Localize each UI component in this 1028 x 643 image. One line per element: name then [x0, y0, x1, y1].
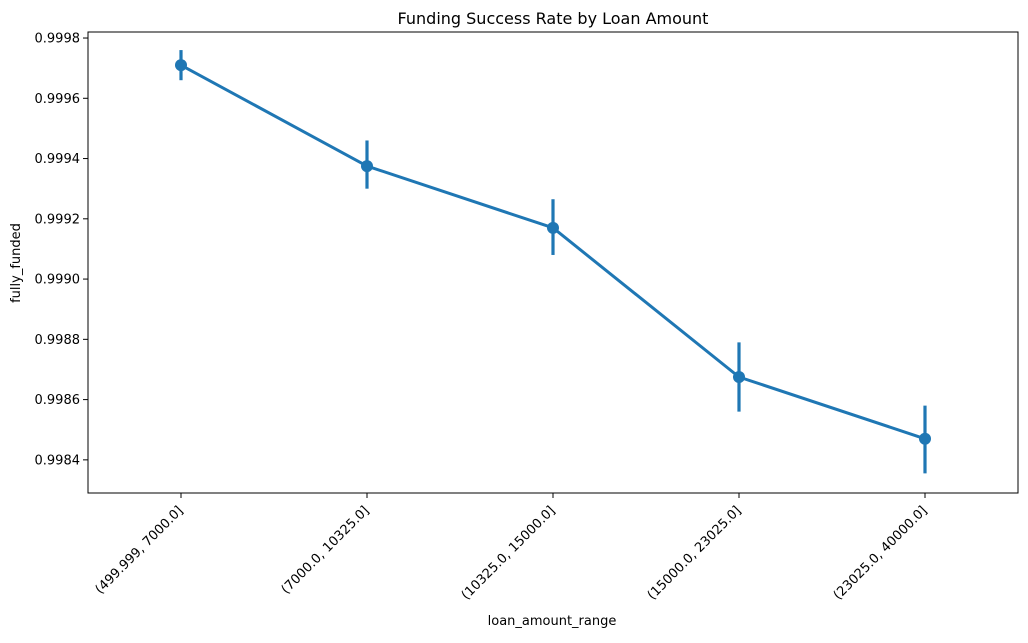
y-tick-label: 0.9986 [35, 393, 81, 408]
data-point [175, 59, 187, 72]
y-tick-label: 0.9984 [35, 453, 81, 468]
y-tick-label: 0.9998 [35, 32, 81, 47]
data-point [733, 370, 745, 383]
data-point [361, 160, 373, 173]
x-tick-label: (15000.0, 23025.0] [645, 503, 745, 603]
y-tick-label: 0.9996 [35, 92, 81, 107]
data-point [547, 221, 559, 234]
chart-title: Funding Success Rate by Loan Amount [398, 9, 709, 28]
y-tick-label: 0.9992 [35, 212, 81, 227]
y-tick-label: 0.9994 [35, 152, 81, 167]
y-axis-label: fully_funded [9, 223, 24, 303]
x-tick-label: (7000.0, 10325.0] [279, 503, 373, 597]
x-axis-label: loan_amount_range [488, 614, 617, 629]
data-point [919, 432, 931, 445]
x-tick-label: (499.999, 7000.0] [93, 503, 187, 597]
plot-area: 0.9984 0.9986 0.9988 0.9990 0.9992 0.9994 0.99… [35, 31, 1019, 603]
y-tick-label: 0.9990 [35, 273, 81, 288]
y-tick-label: 0.9988 [35, 333, 81, 348]
x-tick-label: (10325.0, 15000.0] [459, 503, 559, 603]
x-tick-label: (23025.0, 40000.0] [831, 503, 931, 603]
